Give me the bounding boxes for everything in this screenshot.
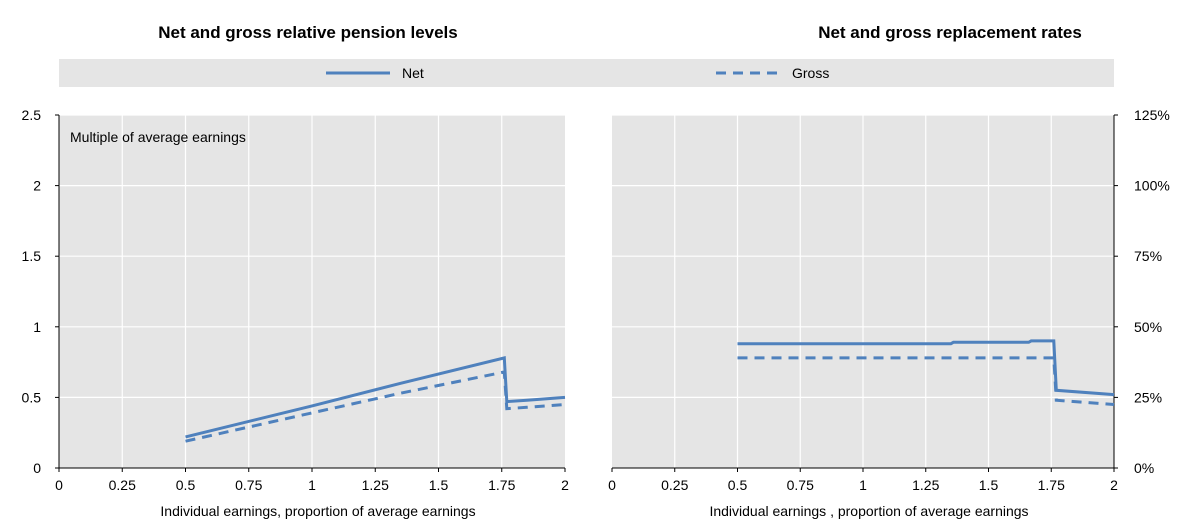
left-y-tick-label: 0.5: [22, 389, 42, 405]
left-x-tick-label: 2: [561, 477, 569, 493]
right-x-axis-label: Individual earnings , proportion of aver…: [709, 503, 1028, 519]
left-x-tick-label: 1: [308, 477, 316, 493]
right-gridlines: [612, 114, 1114, 468]
right-y-tick-label: 125%: [1134, 107, 1170, 123]
right-series-lines: [737, 339, 1115, 406]
right-chart-panel: 0 0.25 0.5 0.75 1 1.25 1.5 1.75 2 0% 25% 50% 75% 100%…: [608, 107, 1170, 519]
right-x-tick-label: 1.25: [912, 477, 939, 493]
left-x-tick-label: 0: [55, 477, 63, 493]
right-x-tick-label: 2: [1110, 477, 1118, 493]
left-x-tick-label: 1.75: [488, 477, 515, 493]
left-x-tick-label: 0.5: [176, 477, 196, 493]
left-x-tick-label: 0.25: [109, 477, 136, 493]
left-y-tick-label: 2.5: [22, 107, 42, 123]
left-series-gross-line: [185, 370, 566, 443]
right-axes: [611, 114, 1118, 472]
left-chart-title: Net and gross relative pension levels: [158, 23, 458, 42]
left-x-tick-label: 0.75: [235, 477, 262, 493]
left-axes: [55, 114, 566, 472]
left-x-tick-label: 1.25: [362, 477, 389, 493]
right-y-tick-label: 50%: [1134, 319, 1162, 335]
legend-net-label: Net: [402, 65, 424, 81]
right-x-tick-label: 0.5: [728, 477, 748, 493]
left-y-tick-label: 1: [33, 319, 41, 335]
right-x-tick-label: 1: [859, 477, 867, 493]
legend-background: [59, 59, 1114, 87]
left-x-axis-label: Individual earnings, proportion of avera…: [160, 503, 475, 519]
left-tick-labels: 0 0.25 0.5 0.75 1 1.25 1.5 1.75 2 0 0.5 1 1.5 2 2.5: [22, 107, 570, 493]
left-gridlines: [59, 114, 565, 468]
right-x-tick-label: 0.25: [661, 477, 688, 493]
right-y-tick-label: 0%: [1134, 460, 1154, 476]
right-x-tick-label: 1.75: [1038, 477, 1065, 493]
right-x-tick-label: 1.5: [979, 477, 999, 493]
left-annotation: Multiple of average earnings: [70, 129, 246, 145]
left-y-tick-label: 2: [33, 178, 41, 194]
right-tick-labels: 0 0.25 0.5 0.75 1 1.25 1.5 1.75 2 0% 25% 50% 75% 100%…: [608, 107, 1170, 493]
right-y-tick-label: 25%: [1134, 389, 1162, 405]
left-chart-panel: 0 0.25 0.5 0.75 1 1.25 1.5 1.75 2 0 0.5 1 1.5 2 2.5 Mu…: [22, 107, 570, 519]
left-series-net-line: [185, 356, 566, 439]
right-x-tick-label: 0: [608, 477, 616, 493]
right-chart-title: Net and gross replacement rates: [818, 23, 1082, 42]
right-series-gross-line: [737, 356, 1115, 406]
left-series-lines: [185, 356, 566, 443]
legend-gross-label: Gross: [792, 65, 829, 81]
right-y-tick-label: 100%: [1134, 178, 1170, 194]
right-x-tick-label: 0.75: [787, 477, 814, 493]
left-y-tick-label: 1.5: [22, 248, 42, 264]
left-y-tick-label: 0: [33, 460, 41, 476]
left-x-tick-label: 1.5: [429, 477, 449, 493]
right-y-tick-label: 75%: [1134, 248, 1162, 264]
